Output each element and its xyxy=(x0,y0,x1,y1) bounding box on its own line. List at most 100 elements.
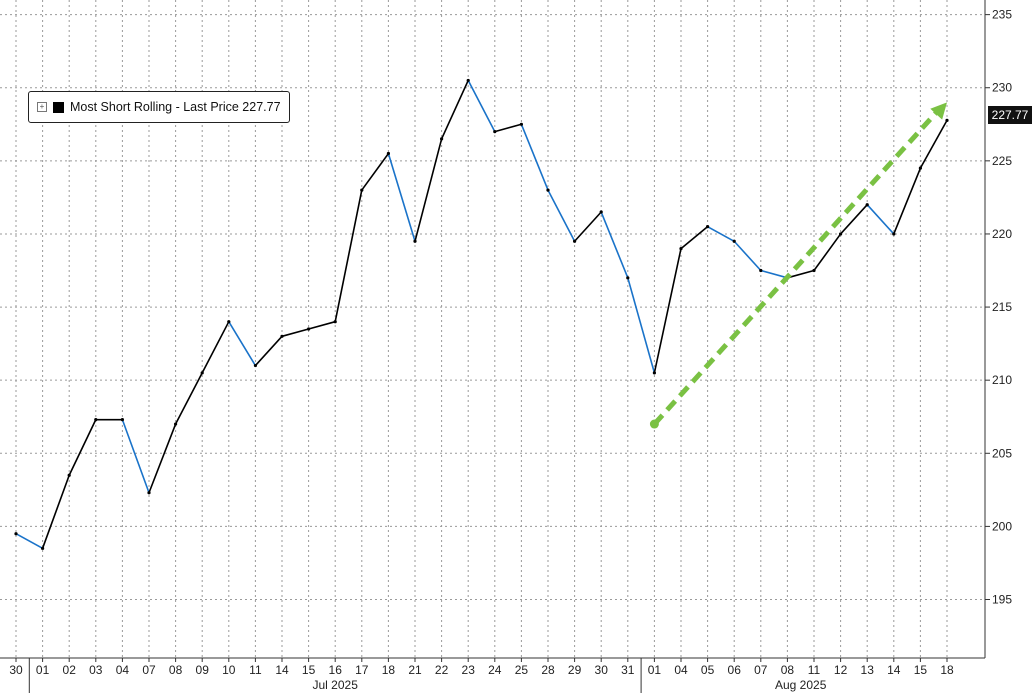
series-segment xyxy=(174,372,203,425)
x-tick-label: 09 xyxy=(196,663,210,677)
data-point xyxy=(360,188,364,192)
data-point xyxy=(626,276,630,280)
data-point xyxy=(945,118,949,122)
x-tick-label: 05 xyxy=(701,663,715,677)
data-point xyxy=(493,130,497,134)
y-tick-label: 225 xyxy=(992,154,1012,168)
y-tick-label: 200 xyxy=(992,519,1012,533)
chart-legend[interactable]: + Most Short Rolling - Last Price 227.77 xyxy=(28,91,290,123)
data-point xyxy=(147,491,151,495)
x-tick-label: 10 xyxy=(222,663,236,677)
x-tick-label: 14 xyxy=(887,663,901,677)
series-segment xyxy=(547,189,576,242)
data-point xyxy=(307,327,311,331)
x-tick-label: 25 xyxy=(515,663,529,677)
series-segment xyxy=(467,80,496,132)
data-point xyxy=(918,166,923,170)
x-tick-label: 04 xyxy=(674,663,688,677)
x-tick-label: 17 xyxy=(355,663,369,677)
x-tick-label: 01 xyxy=(36,663,50,677)
data-point xyxy=(41,546,45,550)
x-tick-label: 06 xyxy=(728,663,742,677)
x-tick-label: 14 xyxy=(275,663,289,677)
series-segment xyxy=(228,321,257,366)
series-segment xyxy=(308,320,336,330)
data-point xyxy=(865,203,869,207)
data-point xyxy=(546,188,550,192)
x-tick-label: 30 xyxy=(9,663,23,677)
x-tick-label: 21 xyxy=(408,663,422,677)
series-segment xyxy=(787,269,815,279)
data-point xyxy=(652,371,657,375)
series-segment xyxy=(387,153,416,242)
x-tick-label: 28 xyxy=(541,663,555,677)
series-segment xyxy=(653,248,682,374)
x-tick-label: 08 xyxy=(781,663,795,677)
series-segment xyxy=(840,204,868,235)
trend-arrow-start xyxy=(649,419,659,429)
data-point xyxy=(200,371,204,375)
data-point xyxy=(386,151,390,156)
series-segment xyxy=(520,123,549,191)
series-segment xyxy=(733,240,762,272)
x-tick-label: 16 xyxy=(329,663,343,677)
series-segment xyxy=(494,123,522,133)
x-tick-label: 11 xyxy=(249,663,262,677)
series-segment xyxy=(627,277,656,374)
data-point xyxy=(519,122,524,126)
data-point xyxy=(466,78,470,83)
trend-arrow-line xyxy=(652,105,943,426)
data-point xyxy=(679,246,683,251)
y-tick-label: 215 xyxy=(992,300,1012,314)
data-point xyxy=(599,210,603,214)
x-tick-label: 02 xyxy=(63,663,77,677)
series-segment xyxy=(813,233,842,271)
x-tick-label: 31 xyxy=(621,663,635,677)
x-tick-label: 13 xyxy=(861,663,875,677)
x-tick-label: 07 xyxy=(754,663,768,677)
x-tick-label: 11 xyxy=(808,663,821,677)
expand-icon[interactable]: + xyxy=(37,102,47,112)
series-segment xyxy=(68,419,97,476)
data-point xyxy=(413,239,417,243)
data-point xyxy=(333,320,337,324)
series-segment xyxy=(201,321,230,374)
data-point xyxy=(759,268,763,273)
y-tick-label: 210 xyxy=(992,373,1012,387)
series-segment xyxy=(361,153,390,191)
series-segment xyxy=(866,204,895,235)
x-tick-label: 15 xyxy=(302,663,316,677)
x-tick-label: 03 xyxy=(89,663,103,677)
data-point xyxy=(732,239,736,243)
series-segment xyxy=(15,533,43,550)
y-tick-label: 220 xyxy=(992,227,1012,241)
y-tick-label: 205 xyxy=(992,446,1012,460)
series-segment xyxy=(41,474,70,549)
x-tick-label: 18 xyxy=(940,663,954,677)
y-tick-label: 235 xyxy=(992,8,1012,22)
series-segment xyxy=(893,167,922,235)
data-point xyxy=(94,418,98,422)
series-segment xyxy=(440,80,469,140)
series-segment xyxy=(334,189,363,322)
x-tick-label: 04 xyxy=(116,663,130,677)
data-point xyxy=(174,422,178,426)
series-segment xyxy=(121,419,150,494)
series-segment xyxy=(707,225,735,242)
x-tick-label: 12 xyxy=(834,663,848,677)
data-point xyxy=(280,334,284,338)
x-tick-label: 23 xyxy=(462,663,476,677)
series-swatch xyxy=(53,101,64,113)
x-tick-label: 30 xyxy=(595,663,609,677)
data-point xyxy=(440,137,444,141)
series-segment xyxy=(254,335,283,367)
x-tick-label: 29 xyxy=(568,663,582,677)
x-tick-label: 07 xyxy=(142,663,156,677)
x-tick-label: 24 xyxy=(488,663,502,677)
series-segment xyxy=(919,119,948,169)
series-segment xyxy=(760,269,788,279)
series-segment xyxy=(574,211,602,242)
x-tick-label: 22 xyxy=(435,663,449,677)
month-label: Aug 2025 xyxy=(775,678,827,692)
